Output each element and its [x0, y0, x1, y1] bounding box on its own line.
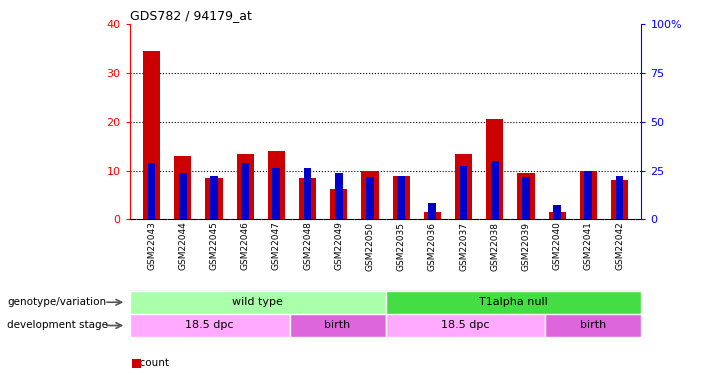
Bar — [143, 51, 160, 219]
Bar — [491, 161, 498, 219]
Bar — [424, 212, 441, 219]
Text: GSM22042: GSM22042 — [615, 222, 624, 270]
Bar — [179, 172, 186, 219]
Bar — [611, 180, 628, 219]
Bar — [205, 178, 222, 219]
Bar — [517, 173, 535, 219]
Text: birth: birth — [325, 321, 350, 330]
Bar — [393, 176, 409, 219]
Bar — [241, 163, 249, 219]
Bar — [148, 163, 156, 219]
Bar — [299, 178, 316, 219]
Bar — [580, 171, 597, 219]
Bar — [210, 176, 218, 219]
Text: GSM22038: GSM22038 — [490, 222, 499, 270]
Bar — [335, 172, 343, 219]
Bar — [455, 154, 472, 219]
Bar — [522, 177, 530, 219]
Bar — [549, 212, 566, 219]
Text: GSM22041: GSM22041 — [584, 222, 593, 270]
Text: GSM22050: GSM22050 — [365, 222, 374, 270]
Bar — [397, 176, 405, 219]
Bar — [585, 171, 592, 219]
Bar — [386, 291, 641, 314]
Bar — [615, 176, 623, 219]
Text: GSM22043: GSM22043 — [147, 222, 156, 270]
Bar — [362, 171, 379, 219]
Bar — [553, 205, 561, 219]
Text: GSM22036: GSM22036 — [428, 222, 437, 270]
Text: birth: birth — [580, 321, 606, 330]
Text: GSM22045: GSM22045 — [210, 222, 219, 270]
Bar — [290, 314, 386, 337]
Text: GSM22039: GSM22039 — [522, 222, 531, 270]
Text: GSM22035: GSM22035 — [397, 222, 406, 270]
Text: GSM22046: GSM22046 — [240, 222, 250, 270]
Bar — [460, 166, 468, 219]
Text: GSM22040: GSM22040 — [552, 222, 562, 270]
Text: wild type: wild type — [232, 297, 283, 307]
Text: 18.5 dpc: 18.5 dpc — [185, 321, 234, 330]
Bar — [545, 314, 641, 337]
Text: GSM22037: GSM22037 — [459, 222, 468, 270]
Text: GSM22049: GSM22049 — [334, 222, 343, 270]
Text: 18.5 dpc: 18.5 dpc — [441, 321, 490, 330]
Bar — [386, 314, 545, 337]
Text: genotype/variation: genotype/variation — [7, 297, 106, 307]
Bar — [130, 291, 386, 314]
Bar — [366, 177, 374, 219]
Text: count: count — [133, 358, 169, 368]
Text: GSM22048: GSM22048 — [303, 222, 312, 270]
Bar — [268, 151, 285, 219]
Bar — [428, 203, 436, 219]
Bar — [273, 168, 280, 219]
Bar — [236, 154, 254, 219]
Text: GSM22044: GSM22044 — [178, 222, 187, 270]
Text: T1alpha null: T1alpha null — [479, 297, 548, 307]
Bar — [130, 314, 290, 337]
Bar — [486, 119, 503, 219]
Text: GDS782 / 94179_at: GDS782 / 94179_at — [130, 9, 252, 22]
Bar — [330, 189, 347, 219]
Bar — [174, 156, 191, 219]
Text: GSM22047: GSM22047 — [272, 222, 281, 270]
Bar — [304, 168, 311, 219]
Text: development stage: development stage — [7, 321, 108, 330]
